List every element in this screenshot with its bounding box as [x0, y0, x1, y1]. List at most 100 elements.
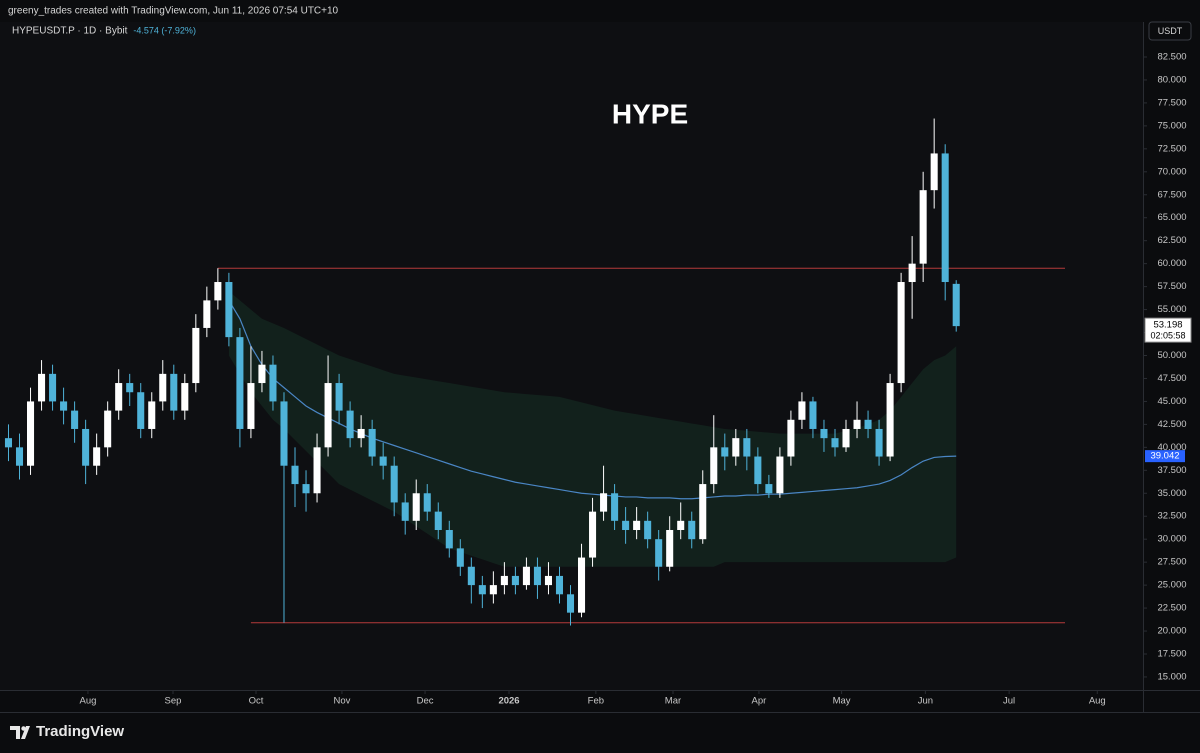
candle-body: [478, 585, 486, 595]
y-tick-label: 57.500: [1157, 281, 1186, 292]
y-tick-label: 20.000: [1157, 626, 1186, 637]
x-tick-label: Aug: [79, 696, 96, 707]
candle-body: [467, 566, 475, 586]
y-tick-label: 32.500: [1157, 511, 1186, 522]
y-tick-label: 47.500: [1157, 373, 1186, 384]
candle-body: [357, 428, 365, 439]
candle-body: [754, 456, 762, 485]
y-tick-label: 77.500: [1157, 97, 1186, 108]
candle-body: [82, 428, 90, 466]
candle-body: [511, 575, 519, 586]
ma-tag: [1145, 450, 1185, 463]
ma-tag-value: 39.042: [1150, 451, 1179, 462]
logo: TradingView: [10, 723, 124, 740]
y-tick-label: 80.000: [1157, 74, 1186, 85]
candle-body: [820, 428, 828, 439]
candle-body: [302, 484, 310, 494]
candle-body: [886, 383, 894, 457]
candle-body: [897, 282, 905, 384]
y-tick-label: 30.000: [1157, 534, 1186, 545]
candle-body: [291, 465, 299, 485]
y-tick-label: 72.500: [1157, 143, 1186, 154]
y-tick-label: 42.500: [1157, 419, 1186, 430]
x-tick-label: Jul: [1003, 696, 1015, 707]
candle-body: [633, 520, 641, 531]
candle-body: [390, 465, 398, 503]
x-tick-label: Nov: [333, 696, 350, 707]
candle-body: [115, 383, 123, 411]
candle-body: [688, 520, 696, 540]
candle-body: [875, 428, 883, 457]
candle-body: [622, 520, 630, 531]
candle-body: [368, 428, 376, 457]
candle-body: [732, 438, 740, 457]
candle-body: [214, 282, 222, 301]
x-tick-label: Jun: [918, 696, 933, 707]
x-tick-label: 2026: [498, 696, 519, 707]
candle-body: [148, 401, 156, 429]
y-tick-label: 70.000: [1157, 166, 1186, 177]
candle-body: [522, 566, 530, 586]
candle-body: [236, 337, 244, 429]
x-tick-label: Apr: [752, 696, 767, 707]
x-tick-label: Feb: [588, 696, 604, 707]
candle-body: [412, 493, 420, 521]
candle-body: [38, 373, 46, 402]
candle-body: [798, 401, 806, 420]
candle-body: [842, 428, 850, 448]
candle-body: [203, 300, 211, 328]
price-tag-value: 53.198: [1153, 320, 1182, 331]
symbol: HYPEUSDT.P · 1D · Bybit: [12, 26, 128, 37]
candle-body: [864, 419, 872, 429]
plot-area: [0, 22, 1143, 690]
y-tick-label: 75.000: [1157, 120, 1186, 131]
price-tag: [1144, 317, 1192, 343]
candle-body: [930, 153, 938, 191]
y-tick-label: 40.000: [1157, 442, 1186, 453]
credit: greeny_trades created with TradingView.c…: [8, 6, 339, 17]
candle-body: [644, 520, 652, 540]
y-tick-label: 22.500: [1157, 603, 1186, 614]
candle-body: [181, 383, 189, 411]
candle-body: [544, 575, 552, 586]
candle-body: [655, 539, 663, 567]
candle-body: [533, 566, 541, 586]
candle-body: [853, 419, 861, 429]
candle-body: [379, 456, 387, 466]
candle-body: [104, 410, 112, 448]
candle-body: [49, 373, 57, 402]
candle-body: [721, 447, 729, 457]
candle-body: [489, 585, 497, 595]
candle-body: [776, 456, 784, 494]
candle-body: [280, 401, 288, 466]
y-tick-label: 60.000: [1157, 258, 1186, 269]
candle-body: [809, 401, 817, 429]
chart-title: HYPE: [612, 98, 688, 129]
x-tick-label: Sep: [165, 696, 182, 707]
candle-body: [941, 153, 949, 283]
candle-body: [26, 401, 35, 466]
candle-body: [666, 530, 674, 567]
x-tick-label: May: [833, 696, 851, 707]
y-tick-label: 50.000: [1157, 350, 1186, 361]
y-tick-label: 27.500: [1157, 557, 1186, 568]
candle-body: [159, 373, 167, 402]
candle-body: [743, 438, 751, 457]
x-tick-label: Aug: [1089, 696, 1106, 707]
candle-body: [137, 392, 145, 429]
candle-body: [456, 548, 464, 567]
candle-body: [4, 438, 13, 448]
candle-body: [126, 383, 134, 393]
candle-body: [500, 575, 508, 586]
candle-body: [258, 364, 266, 384]
candle-body: [699, 484, 707, 540]
candle-body: [335, 383, 343, 411]
y-tick-label: 17.500: [1157, 649, 1186, 660]
x-tick-label: Dec: [417, 696, 434, 707]
change: -4.574 (-7.92%): [133, 25, 196, 35]
y-tick-label: 45.000: [1157, 396, 1186, 407]
candle-body: [15, 447, 24, 466]
candle-body: [225, 282, 233, 338]
